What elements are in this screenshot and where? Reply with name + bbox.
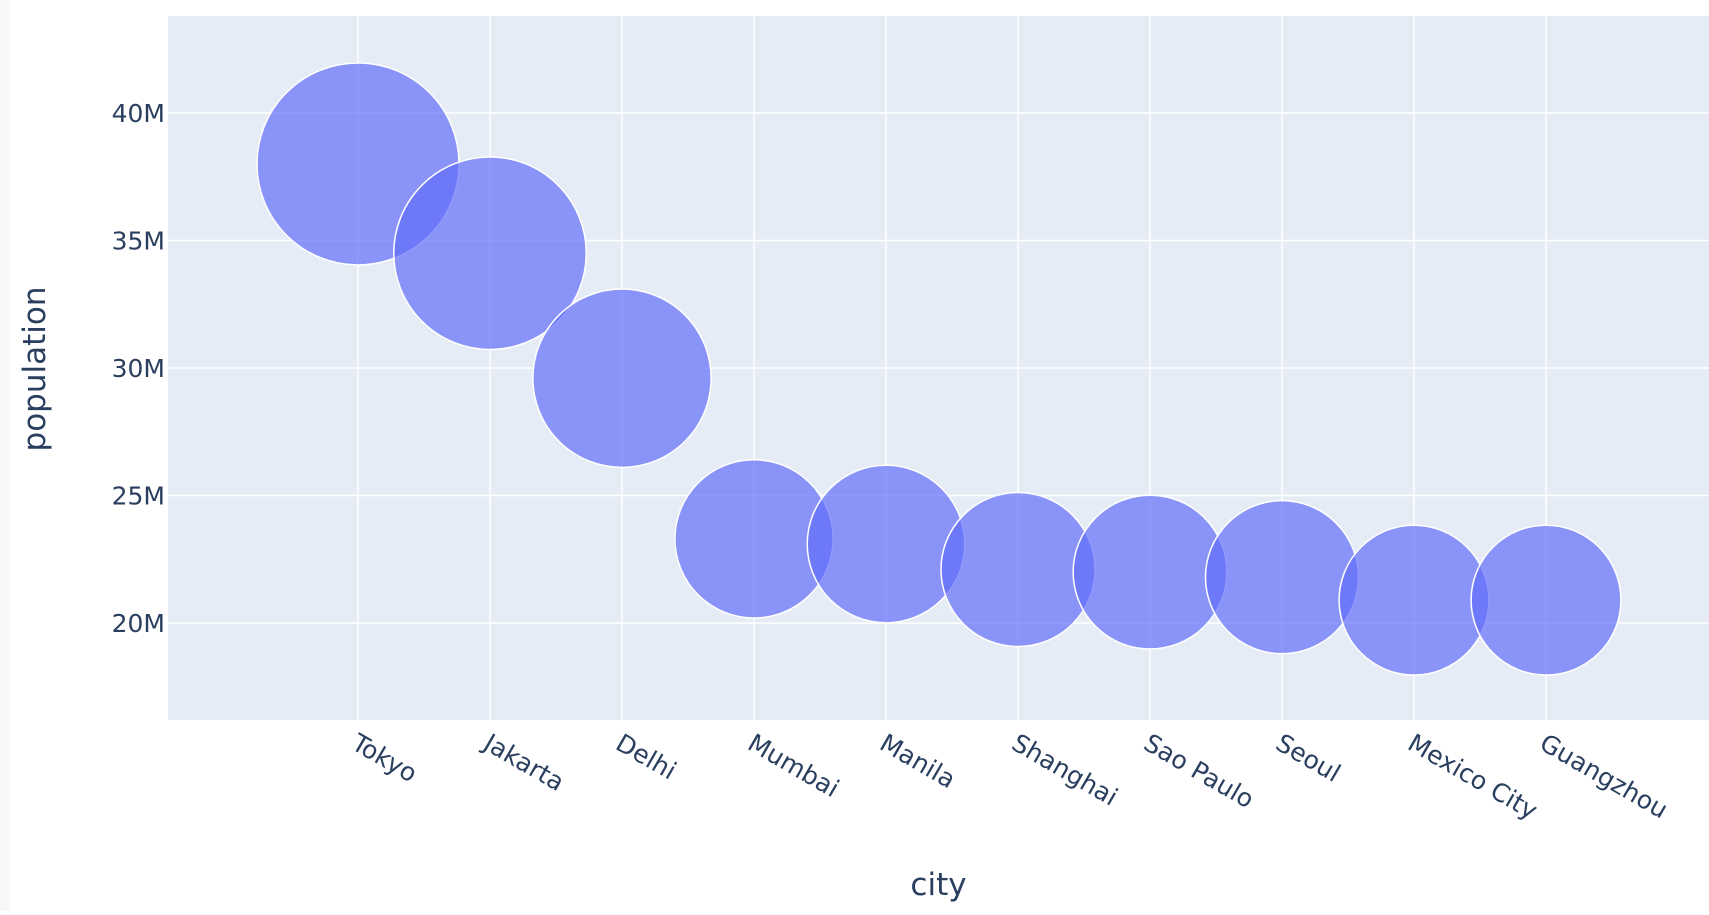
bubble-point[interactable]: [532, 288, 712, 469]
x-axis-title: city: [910, 867, 966, 903]
bubble-series: [256, 62, 1622, 676]
y-tick-label: 25M: [112, 482, 165, 511]
x-tick-labels: Tokyo Jakarta Delhi Mumbai Manila Shanghai Sao…: [346, 727, 1673, 825]
x-tick-label: Seoul: [1271, 728, 1346, 788]
bubble-point[interactable]: [1338, 524, 1490, 676]
bubble-point[interactable]: [393, 156, 587, 351]
y-axis-title: population: [17, 287, 53, 452]
x-tick-label: Sao Paulo: [1139, 728, 1259, 814]
bubble-point[interactable]: [1204, 499, 1360, 655]
x-tick-label: Guangzhou: [1535, 728, 1673, 824]
y-tick-label: 40M: [112, 99, 165, 128]
y-tick-labels: 20M 25M 30M 35M 40M: [112, 99, 165, 638]
y-tick-label: 35M: [112, 226, 165, 255]
x-tick-label: Jakarta: [477, 727, 569, 797]
x-tick-label: Mexico City: [1403, 728, 1543, 825]
x-tick-label: Tokyo: [346, 728, 422, 789]
bubble-point[interactable]: [940, 491, 1096, 648]
y-tick-label: 30M: [112, 354, 165, 383]
left-margin-strip: [0, 0, 10, 911]
bubble-point[interactable]: [806, 464, 966, 624]
x-tick-label: Mumbai: [743, 728, 844, 803]
x-tick-label: Manila: [875, 728, 960, 794]
x-tick-label: Delhi: [611, 728, 681, 785]
x-tick-label: Shanghai: [1007, 728, 1123, 812]
bubble-point[interactable]: [1470, 524, 1622, 676]
y-tick-label: 20M: [112, 609, 165, 638]
bubble-point[interactable]: [1072, 494, 1228, 650]
